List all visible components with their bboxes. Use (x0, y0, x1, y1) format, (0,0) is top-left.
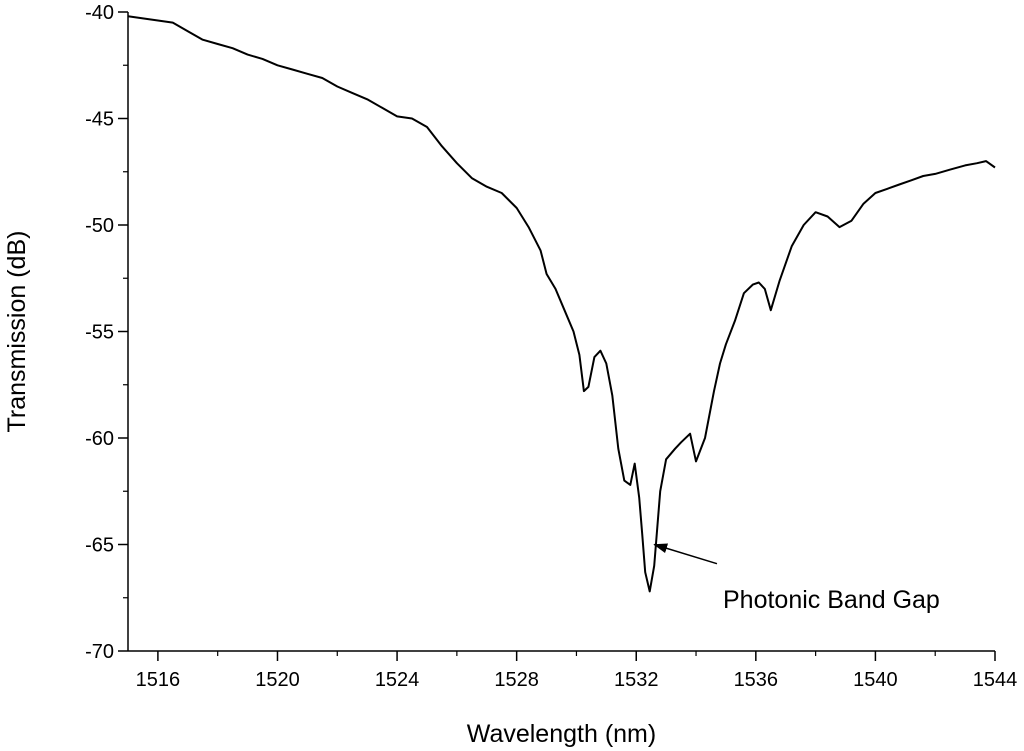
x-tick-label: 1544 (973, 669, 1018, 691)
transmission-series-line (127, 15, 996, 593)
y-tick-label: -70 (85, 641, 114, 663)
band-gap-arrow (653, 543, 718, 565)
x-tick-label: 1524 (375, 669, 420, 691)
y-tick-label: -55 (85, 322, 114, 344)
y-tick-label: -50 (85, 215, 114, 237)
y-tick-label: -60 (85, 428, 114, 450)
x-tick-label: 1536 (734, 669, 779, 691)
plot-area (127, 12, 995, 652)
band-gap-annotation: Photonic Band Gap (723, 586, 940, 614)
y-tick-label: -45 (85, 109, 114, 131)
x-tick-label: 1516 (136, 669, 181, 691)
y-axis: -40 -45 -50 -55 -60 -65 -70 (85, 2, 128, 663)
x-axis-title: Wavelength (nm) (467, 720, 656, 748)
y-tick-label: -40 (85, 2, 114, 24)
x-tick-label: 1532 (614, 669, 659, 691)
y-axis-title: Transmission (dB) (3, 231, 31, 433)
x-tick-label: 1520 (255, 669, 300, 691)
x-axis: 1516 1520 1524 1528 1532 1536 1540 1544 (136, 651, 1018, 691)
y-tick-label: -65 (85, 535, 114, 557)
x-tick-label: 1540 (853, 669, 898, 691)
x-tick-label: 1528 (494, 669, 539, 691)
